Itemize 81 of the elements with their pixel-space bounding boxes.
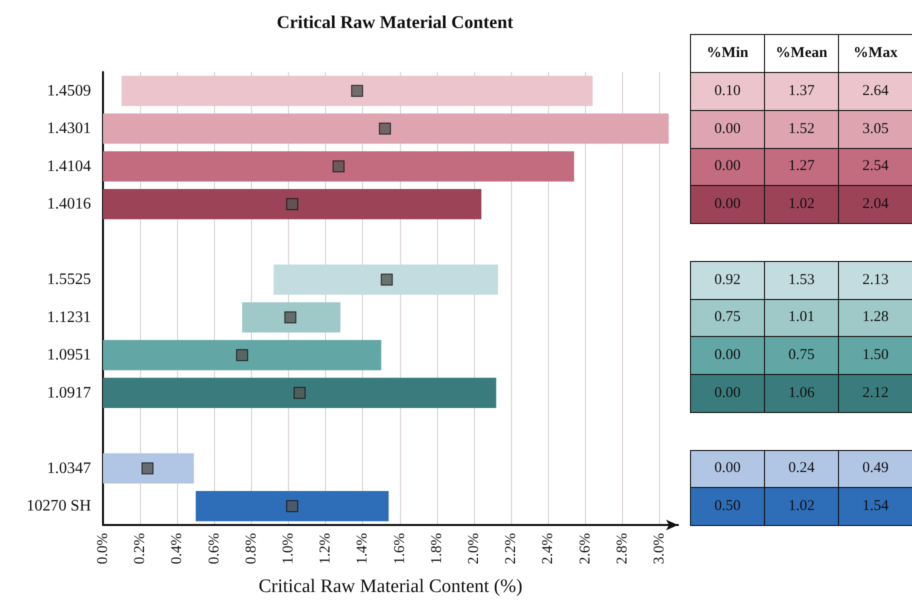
data-label: 0.00 (690, 148, 765, 186)
data-label: 2.12 (838, 374, 912, 413)
data-label: 1.28 (838, 298, 912, 338)
data-label: 1.01 (764, 298, 839, 338)
bar (103, 378, 496, 408)
point (380, 274, 393, 286)
data-label: 2.54 (838, 148, 912, 186)
data-label: 3.05 (838, 110, 912, 148)
x-tick-label: 2.2% (503, 533, 520, 564)
data-label: 0.00 (690, 185, 765, 224)
y-tick-label: 1.4509 (47, 82, 91, 100)
y-tick-label: 1.0951 (47, 346, 91, 364)
data-label: 0.00 (690, 374, 765, 413)
point (142, 462, 154, 474)
y-tick-label: 1.4301 (47, 120, 91, 138)
data-label: 1.06 (764, 374, 839, 413)
x-tick-label: 1.2% (318, 533, 334, 564)
x-tick-label: 1.6% (392, 533, 408, 564)
data-label: 0.75 (764, 336, 839, 375)
y-tick-label: 1.4104 (47, 158, 91, 175)
bar (196, 491, 389, 522)
point (236, 349, 248, 362)
data-label: 0.00 (690, 110, 765, 148)
point (286, 198, 298, 210)
x-tick-label: 2.4% (540, 533, 556, 564)
data-label: 1.27 (764, 148, 839, 186)
y-tick-label: 1.4016 (47, 196, 91, 213)
y-tick-label: 1.0347 (47, 460, 91, 477)
y-tick-label: 1.0917 (47, 384, 91, 402)
y-tick-label: 10270 SH (26, 498, 92, 515)
x-tick-label: 1.0% (280, 533, 296, 564)
bar (103, 189, 482, 220)
data-label: 0.24 (764, 450, 839, 488)
category-label: %Mean (764, 34, 839, 73)
x-axis-title: Critical Raw Material Content (%) (258, 576, 522, 597)
point (351, 84, 364, 97)
data-label: 1.37 (764, 72, 839, 111)
bar (103, 453, 194, 484)
bar (103, 151, 574, 182)
x-tick-label: 0.4% (169, 533, 186, 564)
x-tick-label: 1.4% (354, 533, 371, 564)
data-label: 1.52 (764, 110, 839, 148)
data-label: 2.13 (838, 260, 912, 300)
x-tick-label: 1.8% (428, 533, 445, 564)
x-tick-label: 2.0% (466, 533, 482, 564)
point (378, 122, 391, 135)
x-tick-label: 0.2% (132, 533, 148, 564)
y-tick-label: 1.1231 (47, 308, 91, 326)
chart-title: Critical Raw Material Content (276, 12, 514, 32)
data-label: 0.92 (690, 260, 765, 300)
data-label: 2.04 (838, 185, 912, 224)
category-label: %Max (838, 34, 912, 73)
bar (274, 264, 498, 295)
x-tick-label: 3.0% (651, 533, 668, 564)
x-tick-label: 0.6% (206, 533, 222, 564)
data-label: 1.54 (838, 487, 912, 526)
category-label: %Min (690, 34, 765, 73)
x-tick-label: 2.6% (577, 533, 594, 564)
data-label: 0.00 (690, 336, 765, 375)
data-label: 0.10 (690, 72, 765, 111)
data-label: 1.50 (838, 336, 912, 375)
x-tick-label: 2.8% (614, 533, 630, 564)
data-label: 0.00 (690, 450, 765, 488)
x-tick-label: 0.8% (243, 533, 260, 564)
data-label: 1.02 (764, 185, 839, 224)
bar (242, 302, 340, 332)
data-label: 1.02 (764, 487, 839, 526)
point (332, 160, 345, 172)
bar (122, 76, 593, 106)
data-label: 0.75 (690, 298, 765, 338)
point (286, 500, 298, 512)
data-label: 0.49 (838, 450, 912, 488)
data-label: 0.50 (690, 487, 765, 526)
y-tick-label: 1.5525 (47, 271, 91, 288)
x-tick-label: 0.0% (95, 533, 111, 564)
point (284, 311, 296, 324)
bar (103, 340, 382, 370)
point (294, 386, 306, 399)
data-label: 1.53 (764, 260, 839, 300)
data-label: 2.64 (838, 72, 912, 111)
bar (103, 114, 669, 144)
